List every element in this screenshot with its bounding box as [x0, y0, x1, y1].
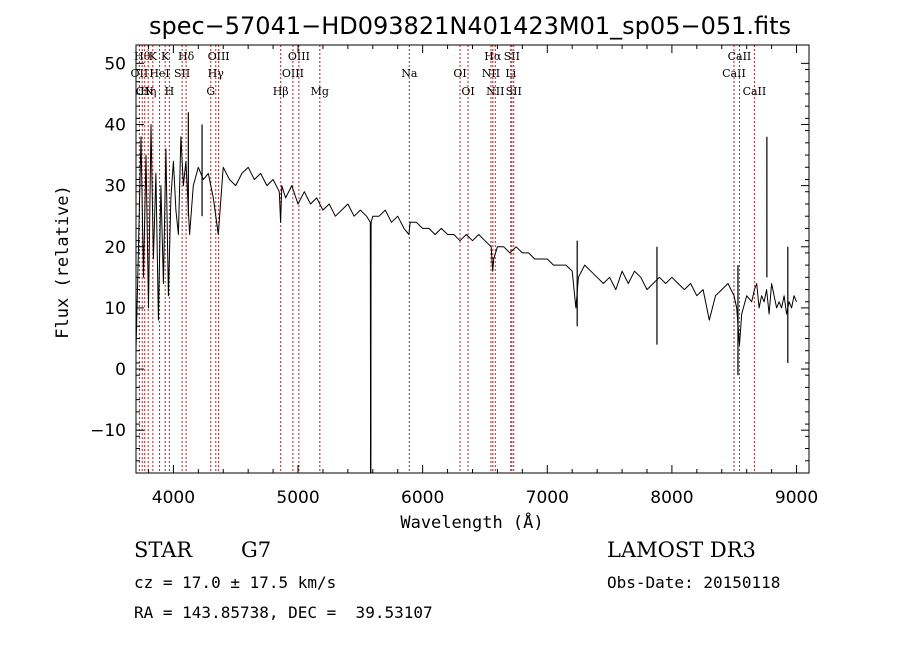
line-marker-label: Hγ [208, 67, 225, 80]
line-marker-label: CaII [728, 50, 752, 63]
x-tick-label: 7000 [526, 488, 569, 508]
line-marker-label: H [165, 85, 175, 98]
line-marker-label: Na [401, 67, 418, 80]
line-marker-label: CaII [722, 67, 746, 80]
y-axis-label: Flux (relative) [53, 185, 73, 339]
line-marker-label: OIII [208, 50, 230, 63]
y-tick-label: 30 [104, 177, 126, 197]
plot-frame [135, 44, 810, 474]
line-marker-label: NII [486, 85, 504, 98]
obs-date: Obs-Date: 20150118 [607, 573, 781, 592]
x-tick-label: 8000 [650, 488, 693, 508]
subclass: G7 [241, 538, 272, 562]
redshift-info: cz = 17.0 ± 17.5 km/s [134, 573, 337, 592]
x-axis: 4000 5000 6000 7000 8000 9000 [147, 45, 818, 508]
series-line-flux [135, 124, 797, 474]
line-marker-label: OI [453, 67, 466, 80]
x-axis-label: Wavelength (Å) [400, 511, 543, 533]
coordinates-info: RA = 143.85738, DEC = 39.53107 [134, 603, 433, 622]
y-tick-label: −10 [90, 421, 126, 441]
line-marker-label: Hδ [178, 50, 195, 63]
line-marker-label: K [149, 50, 158, 63]
flux-series [135, 112, 797, 474]
line-marker-label: G [206, 85, 215, 98]
line-marker-label: OI [461, 85, 474, 98]
line-marker-label: Hα [484, 50, 502, 63]
x-tick-label: 4000 [152, 488, 195, 508]
survey-name: LAMOST DR3 [607, 538, 756, 562]
y-tick-label: 10 [104, 299, 126, 319]
chart-title: spec−57041−HD093821N401423M01_sp05−051.f… [149, 12, 791, 40]
y-tick-label: 40 [104, 115, 126, 135]
line-marker-label: Li [505, 67, 516, 80]
y-tick-label: 0 [115, 360, 126, 380]
line-marker-label: SII [506, 85, 522, 98]
line-marker-label: Hη [140, 85, 156, 98]
line-marker-label: SII [504, 50, 520, 63]
line-marker-label: OIII [288, 50, 310, 63]
x-tick-label: 9000 [775, 488, 818, 508]
y-tick-label: 20 [104, 238, 126, 258]
line-marker-label: Hβ [273, 85, 289, 98]
line-marker-label: SII [174, 67, 190, 80]
y-axis: 50 40 30 20 10 0 −10 [90, 54, 809, 462]
line-marker-label: Hθ [134, 50, 151, 63]
line-marker-label: NII [482, 67, 500, 80]
x-tick-label: 6000 [401, 488, 444, 508]
line-marker-label: CaII [743, 85, 767, 98]
line-marker-label: CN [136, 85, 154, 98]
y-tick-label: 50 [104, 54, 126, 74]
line-marker-label: HeI [149, 67, 169, 80]
line-marker-label: OII [131, 67, 149, 80]
line-marker-label: OIII [282, 67, 304, 80]
object-class: STAR [134, 538, 193, 562]
line-marker-label: Mg [311, 85, 329, 98]
line-marker-label: K [161, 50, 170, 63]
x-tick-label: 5000 [276, 488, 319, 508]
